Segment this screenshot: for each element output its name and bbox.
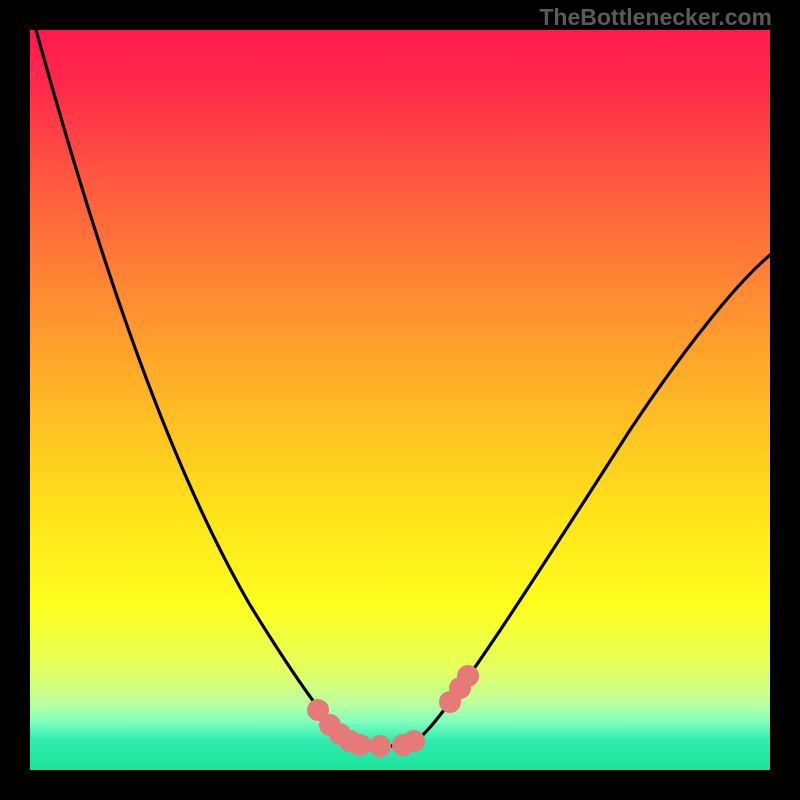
chart-container (30, 30, 770, 770)
marker-point (457, 665, 479, 687)
marker-point (349, 734, 371, 756)
marker-point (369, 735, 391, 757)
watermark-text: TheBottlenecker.com (539, 4, 772, 31)
gradient-background (30, 30, 770, 770)
chart-svg (30, 30, 770, 770)
marker-point (403, 730, 425, 752)
